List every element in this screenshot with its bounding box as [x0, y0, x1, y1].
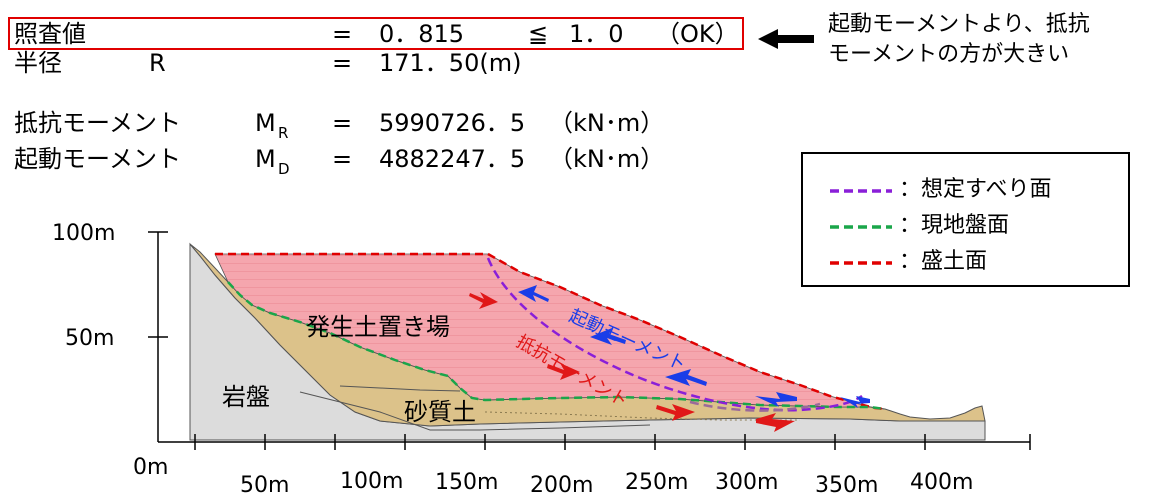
x-tick-150m: 150m — [435, 470, 498, 495]
x-tick-250m: 250m — [625, 470, 688, 495]
y-tick-50m: 50m — [65, 326, 114, 351]
y-tick-0m: 0m — [133, 455, 168, 480]
x-tick-350m: 350m — [815, 473, 878, 495]
fill-zone-label: 発生土置き場 — [306, 313, 450, 341]
x-tick-400m: 400m — [910, 470, 973, 495]
x-tick-300m: 300m — [715, 470, 778, 495]
x-tick-50m: 50m — [240, 473, 289, 495]
y-tick-100m: 100m — [52, 221, 115, 246]
x-tick-200m: 200m — [530, 473, 593, 495]
x-tick-100m: 100m — [340, 469, 403, 494]
rock-zone-label: 岩盤 — [222, 383, 270, 411]
sand-zone-label: 砂質土 — [404, 398, 476, 426]
